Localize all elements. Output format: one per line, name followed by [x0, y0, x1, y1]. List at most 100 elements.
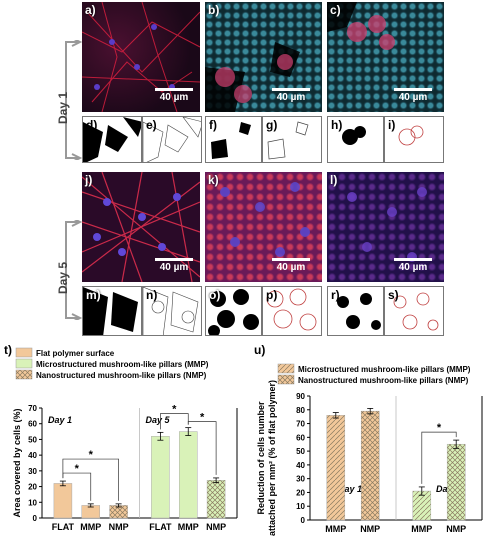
y-tick-label: 50: [28, 435, 37, 444]
panel-label: l): [330, 173, 338, 187]
x-tick-label: NMP: [360, 524, 380, 534]
x-tick-label: MMP: [178, 522, 199, 532]
y-axis-label: Reduction of cells number: [256, 401, 266, 515]
mask-r: r): [327, 286, 384, 336]
legend-swatch-pattern: [278, 364, 294, 373]
legend-swatch: [15, 358, 33, 369]
panel-label: f): [209, 118, 217, 132]
micrograph-b: b) 40 µm: [205, 2, 322, 112]
significance-bracket: [421, 431, 457, 484]
legend-swatch-pattern: [16, 370, 32, 379]
x-tick-label: MMP: [325, 524, 346, 534]
y-tick-label: 80: [296, 406, 305, 415]
y-tick-label: 40: [296, 461, 305, 470]
x-tick-label: FLAT: [52, 522, 75, 532]
day1-label: Day 1: [56, 91, 70, 124]
y-tick-label: 70: [28, 404, 37, 413]
y-axis-label: attached per mm² (% of flat polymer): [267, 380, 277, 536]
panel-label: j): [85, 173, 93, 187]
legend-label: Nanostructured mushroom-like pillars (NM…: [298, 376, 469, 385]
legend-swatch-pattern: [278, 375, 294, 384]
bar-pattern: [326, 415, 345, 520]
scale-bar: 40 µm: [152, 88, 196, 103]
mask-n: n): [142, 286, 202, 336]
y-tick-label: 10: [28, 498, 37, 507]
day1-bracket: [65, 40, 83, 160]
scale-bar-text: 40 µm: [159, 262, 189, 273]
cells-on-mmp-b: [205, 42, 300, 112]
legend-entry: Microstructured mushroom-like pillars (M…: [15, 358, 209, 369]
legend-label: Nanostructured mushroom-like pillars (NM…: [36, 371, 207, 380]
micrograph-a: a) 40 µm: [82, 2, 200, 112]
mask-f: f): [205, 116, 262, 163]
mask-h: h): [327, 116, 384, 163]
panel-label: e): [146, 118, 157, 132]
y-tick-label: 30: [28, 467, 37, 476]
mask-d: d): [82, 116, 142, 163]
panel-label: d): [86, 118, 98, 132]
x-tick-label: MMP: [411, 524, 432, 534]
legend-entry: Nanostructured mushroom-like pillars (NM…: [277, 374, 469, 385]
y-tick-label: 0: [301, 516, 306, 525]
micrograph-l: l) 40 µm: [327, 172, 444, 282]
y-tick-label: 30: [296, 475, 305, 484]
legend-swatch: [15, 347, 33, 358]
panel-label: a): [85, 3, 96, 17]
micrograph-j: j) 40 µm: [82, 172, 200, 282]
mask-s: s): [384, 286, 444, 336]
significance-marker: *: [437, 422, 442, 434]
panel-label: c): [330, 3, 341, 17]
scale-bar: 40 µm: [391, 88, 435, 103]
significance-bracket: [160, 413, 189, 430]
micrograph-c: c) 40 µm: [327, 2, 444, 112]
chart-t-area-covered: t) Flat polymer surface Microstructured mu…: [4, 343, 238, 532]
panel-label: g): [266, 118, 278, 132]
y-tick-label: 20: [28, 483, 37, 492]
x-tick-label: NMP: [206, 522, 226, 532]
panel-label: r): [331, 288, 340, 302]
day5-label: Day 5: [56, 261, 70, 294]
panel-label: t): [4, 343, 12, 357]
x-tick-label: FLAT: [149, 522, 172, 532]
bar-pattern: [109, 505, 128, 518]
mask-o: o): [205, 286, 262, 336]
panel-label: k): [208, 173, 219, 187]
bar-flat: [151, 436, 170, 519]
y-tick-label: 0: [33, 514, 38, 523]
x-tick-label: NMP: [446, 524, 466, 534]
bar-mmp: [179, 431, 198, 519]
panel-label: p): [266, 288, 278, 302]
cell-network-j: [82, 172, 200, 282]
mask-p: p): [262, 286, 322, 336]
legend-entry: Microstructured mushroom-like pillars (M…: [277, 363, 471, 374]
scale-bar: 40 µm: [269, 258, 313, 273]
scale-bar-text: 40 µm: [276, 92, 306, 103]
cells-on-nmp-c: [327, 2, 395, 50]
significance-marker: *: [89, 449, 94, 461]
y-tick-label: 10: [296, 502, 305, 511]
panel-label: m): [86, 288, 101, 302]
chart-u-cell-reduction: u) Microstructured mushroom-like pillars …: [254, 343, 483, 536]
y-axis-label: Area covered by cells (%): [12, 408, 22, 517]
scale-bar-text: 40 µm: [398, 262, 428, 273]
panel-label: n): [146, 288, 158, 302]
x-tick-label: NMP: [109, 522, 129, 532]
y-tick-label: 40: [28, 451, 37, 460]
panel-label: i): [388, 118, 396, 132]
mask-g: g): [262, 116, 322, 163]
y-tick-label: 70: [296, 420, 305, 429]
significance-marker: *: [172, 404, 177, 416]
significance-marker: *: [200, 412, 205, 424]
scale-bar-text: 40 µm: [159, 92, 189, 103]
scale-bar-text: 40 µm: [276, 262, 306, 273]
legend-label: Flat polymer surface: [36, 349, 115, 358]
legend-label: Microstructured mushroom-like pillars (M…: [36, 360, 209, 369]
panel-label: s): [388, 288, 399, 302]
panel-label: u): [254, 343, 265, 357]
micrograph-k: k) 40 µm: [205, 172, 322, 282]
y-tick-label: 60: [296, 433, 305, 442]
cells-on-mmp-k: [220, 182, 310, 257]
bar-flat: [53, 483, 73, 519]
group-label: Day 1: [48, 415, 72, 425]
group-label: Day 1: [338, 484, 362, 494]
